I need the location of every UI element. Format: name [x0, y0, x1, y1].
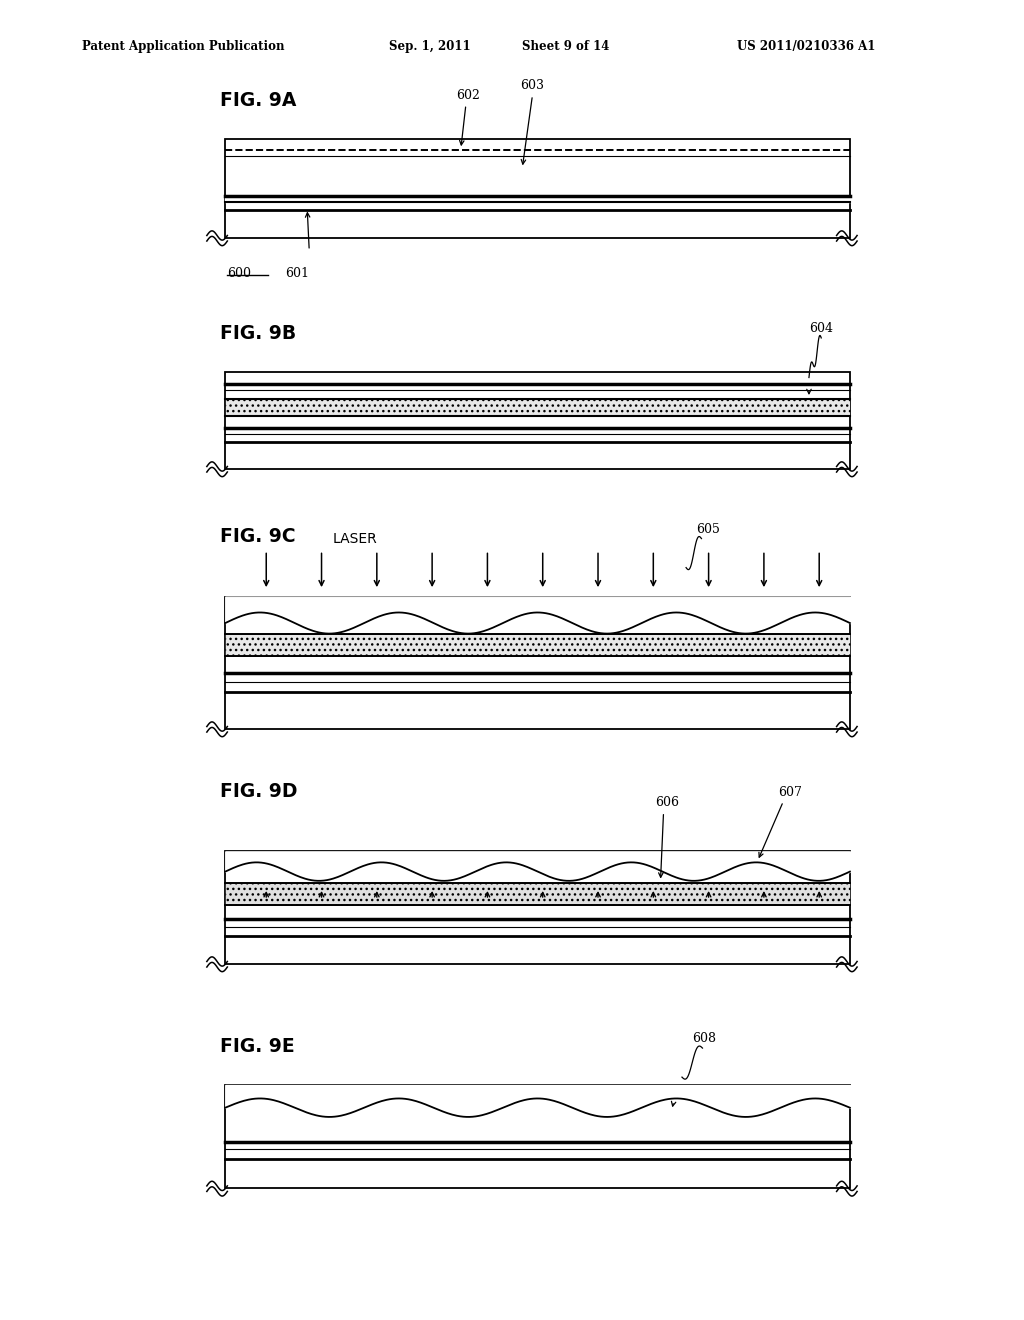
Text: US 2011/0210336 A1: US 2011/0210336 A1 [737, 40, 876, 53]
Text: FIG. 9A: FIG. 9A [220, 91, 297, 110]
Text: LASER: LASER [333, 532, 378, 546]
Text: Patent Application Publication: Patent Application Publication [82, 40, 285, 53]
Bar [225, 851, 850, 964]
Text: 607: 607 [778, 785, 802, 799]
Bar [225, 399, 850, 416]
Text: Sep. 1, 2011: Sep. 1, 2011 [389, 40, 471, 53]
Text: 600: 600 [227, 267, 251, 280]
Bar [225, 883, 850, 906]
Bar [225, 634, 850, 656]
Text: 605: 605 [696, 523, 720, 536]
Text: 603: 603 [520, 79, 544, 92]
Bar [225, 597, 850, 729]
Text: FIG. 9C: FIG. 9C [220, 528, 296, 546]
Text: 606: 606 [655, 796, 679, 809]
Text: 604: 604 [809, 322, 833, 335]
Text: FIG. 9D: FIG. 9D [220, 783, 298, 801]
Text: Sheet 9 of 14: Sheet 9 of 14 [522, 40, 609, 53]
Bar [225, 1085, 850, 1188]
Text: FIG. 9E: FIG. 9E [220, 1038, 295, 1056]
Bar [225, 372, 850, 469]
Text: FIG. 9B: FIG. 9B [220, 325, 296, 343]
Bar [225, 139, 850, 238]
Text: 602: 602 [456, 88, 479, 102]
Text: 608: 608 [692, 1032, 716, 1045]
Text: 601: 601 [285, 267, 308, 280]
